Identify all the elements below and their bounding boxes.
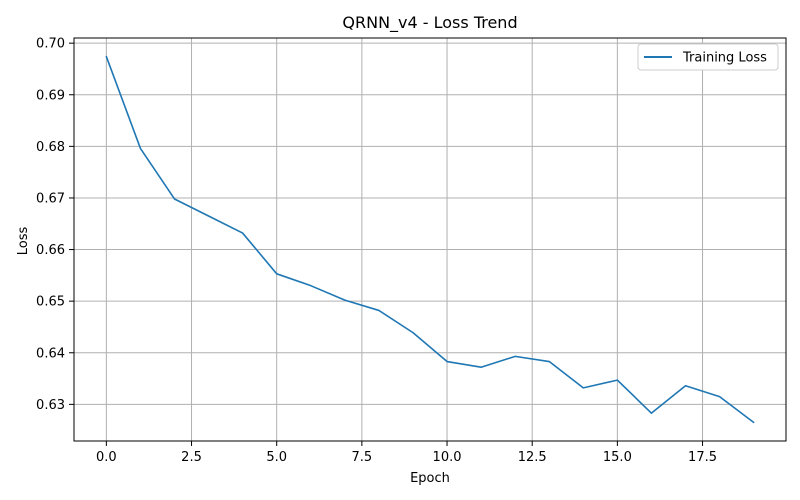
tick-layer: 0.0 2.5 5.0 7.5 10.0 12.5 15.0 17.5 0.63 0.64 0.65… [36,37,717,465]
series-layer [105,55,755,424]
y-tick-label: 0.67 [36,191,65,206]
y-tick-label: 0.64 [36,346,65,361]
data-point [582,387,584,389]
data-point [173,198,175,200]
y-tick-label: 0.70 [36,37,65,52]
grid-layer [74,38,786,441]
data-point [378,309,380,311]
data-point [105,55,107,57]
x-tick-label: 0.0 [96,450,117,465]
data-point [752,421,754,423]
plot-frame [73,37,787,442]
data-point [139,147,141,149]
data-point [446,360,448,362]
x-tick-label: 12.5 [518,450,547,465]
data-point [241,232,243,234]
legend-box [637,43,779,71]
data-point [650,412,652,414]
data-point [310,284,312,286]
data-point [684,385,686,387]
y-tick-label: 0.66 [36,243,65,258]
x-axis-label: Epoch [410,471,450,486]
y-tick-label: 0.63 [36,398,65,413]
x-tick-label: 17.5 [688,450,717,465]
y-tick-label: 0.68 [36,140,65,155]
data-point [275,273,277,275]
data-point [344,299,346,301]
data-point [207,215,209,217]
x-tick-label: 7.5 [352,450,373,465]
data-point [480,366,482,368]
y-tick-label: 0.69 [36,88,65,103]
data-point [514,355,516,357]
series-line-training-loss [105,55,755,424]
x-tick-label: 15.0 [603,450,632,465]
x-tick-label: 2.5 [181,450,202,465]
data-point [616,379,618,381]
legend: Training Loss [637,43,779,71]
x-tick-label: 5.0 [266,450,287,465]
data-point [412,331,414,333]
data-point [548,360,550,362]
data-point [718,395,720,397]
y-tick-label: 0.65 [36,295,65,310]
chart-title: QRNN_v4 - Loss Trend [342,13,517,33]
x-tick-label: 10.0 [433,450,462,465]
legend-label-training-loss: Training Loss [682,51,767,66]
y-axis-label: Loss [16,227,31,256]
